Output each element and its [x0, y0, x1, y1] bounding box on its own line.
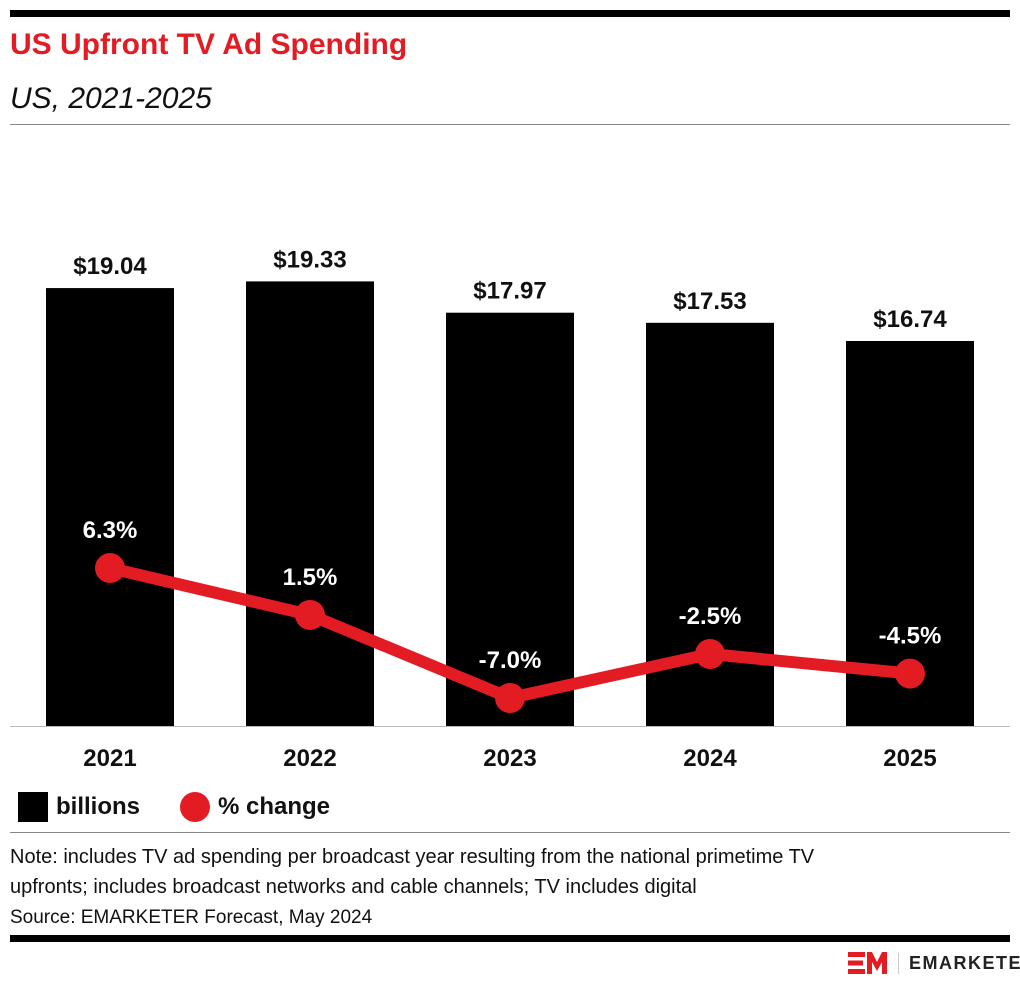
legend-bar-swatch [18, 792, 48, 822]
legend-bars-label: billions [56, 793, 140, 820]
line-point-2025 [895, 658, 925, 689]
line-label-2023: -7.0% [479, 647, 542, 674]
top-border [10, 10, 1010, 17]
source: Source: EMARKETER Forecast, May 2024 [10, 907, 373, 928]
bar-label-2024: $17.53 [673, 288, 746, 315]
divider [10, 832, 1010, 833]
line-label-2025: -4.5% [879, 623, 942, 650]
note-line-1: Note: includes TV ad spending per broadc… [10, 846, 815, 868]
line-point-2023 [495, 682, 525, 713]
line-label-2022: 1.5% [283, 564, 338, 591]
x-tick-2024: 2024 [683, 745, 737, 772]
bar-label-2022: $19.33 [273, 246, 346, 273]
x-tick-2021: 2021 [83, 745, 136, 772]
chart-subtitle: US, 2021-2025 [10, 82, 212, 115]
line-point-2022 [295, 599, 325, 630]
line-point-2021 [95, 553, 125, 584]
chart-title: US Upfront TV Ad Spending [10, 28, 408, 61]
legend-line-label: % change [218, 793, 331, 820]
bar-label-2023: $17.97 [473, 278, 546, 305]
logo-text: EMARKETER [898, 952, 1020, 974]
x-tick-2022: 2022 [283, 745, 336, 772]
x-tick-2023: 2023 [483, 745, 536, 772]
bar-label-2025: $16.74 [873, 306, 947, 333]
note-line-2: upfronts; includes broadcast networks an… [10, 876, 697, 898]
bottom-border [10, 935, 1010, 942]
legend: billions % change [18, 792, 330, 822]
bar-label-2021: $19.04 [73, 253, 147, 280]
bar-2022 [246, 281, 374, 726]
legend-line-swatch [180, 792, 210, 822]
em-logo-icon [848, 952, 887, 974]
x-tick-2025: 2025 [883, 745, 936, 772]
line-point-2024 [695, 639, 725, 670]
bar-2023 [446, 312, 574, 726]
plot-area: $19.04 2021 $19.33 2022 $17.97 2023 $17.53 2024… [10, 246, 1010, 772]
bar-2021 [46, 288, 174, 726]
line-label-2024: -2.5% [679, 603, 742, 630]
divider [10, 124, 1010, 125]
emarketer-logo: EMARKETER [848, 950, 1020, 976]
line-label-2021: 6.3% [83, 517, 138, 544]
